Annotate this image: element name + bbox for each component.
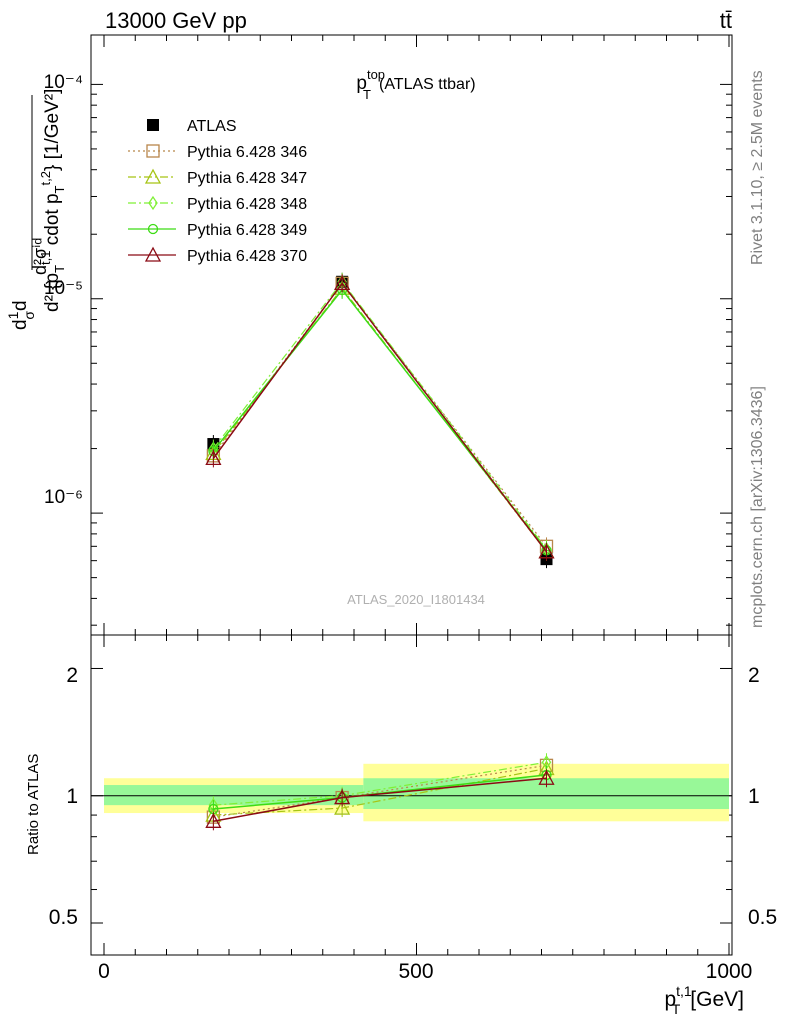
header-right: tt̄ (720, 8, 732, 33)
ratio-pythia-6-428-370-point (538, 769, 555, 785)
main-pythia-6-428-346 (206, 274, 554, 556)
legend-item-pythia-6-428-346: Pythia 6.428 346 (128, 144, 307, 161)
main-pythia-6-428-347-line (212, 287, 547, 553)
legend-item-pythia-6-428-348: Pythia 6.428 348 (128, 195, 307, 213)
main-pythia-6-428-370-point (205, 450, 222, 466)
ratio-pythia-6-428-370 (205, 769, 555, 831)
x-tick-label-0: 0 (98, 960, 110, 983)
axis-ticks (91, 35, 732, 955)
ratio-pythia-6-428-370-point (205, 812, 222, 828)
ratio-pythia-6-428-370-point (334, 789, 351, 805)
ratio-pythia-6-428-347-point (334, 799, 351, 815)
ratio-right-tick-label-1: 1 (748, 785, 760, 808)
legend-label: Pythia 6.428 349 (187, 222, 307, 239)
main-pythia-6-428-346-line (212, 282, 547, 547)
ratio-band-inner (104, 785, 364, 806)
ratio-right-tick-label-2: 2 (748, 664, 760, 687)
legend-marker (147, 223, 159, 235)
header-left: 13000 GeV pp (105, 8, 247, 33)
main-pythia-6-428-370-point (334, 274, 351, 290)
ratio-uncertainty-bands (91, 763, 732, 822)
x-tick-label-500: 500 (398, 960, 433, 983)
legend-marker (147, 119, 159, 131)
legend-label: Pythia 6.428 370 (187, 248, 307, 265)
main-y-tick-label-1e-4: 10⁻⁴ (44, 72, 83, 93)
main-y-axis-label-text: d1σd (5, 300, 37, 330)
ratio-y-tick-label-2: 2 (66, 664, 78, 687)
main-atlas (207, 272, 553, 569)
main-pythia-6-428-370-line (212, 282, 548, 553)
ratio-panel-series (205, 753, 555, 831)
main-y-axis-numerator: d²σⁱᵈ (30, 238, 50, 275)
legend-item-pythia-6-428-370: Pythia 6.428 370 (128, 246, 307, 265)
legend-marker (148, 195, 158, 211)
main-pythia-6-428-348 (208, 272, 552, 559)
main-pythia-6-428-370-point (538, 543, 555, 559)
legend-label: Pythia 6.428 348 (187, 196, 307, 213)
main-pythia-6-428-349-line (212, 288, 548, 551)
legend-marker (144, 246, 162, 262)
main-y-axis-denominator: d² {pTt,1 cdot pTt,2} [1/GeV²] (38, 89, 67, 312)
main-pythia-6-428-349 (208, 280, 552, 560)
main-y-tick-label-1e-5: 10⁻⁵ (44, 278, 83, 299)
mcplots-label: mcplots.cern.ch [arXiv:1306.3436] (749, 386, 766, 628)
ratio-panel-frame (90, 634, 733, 956)
main-y-tick-label-1e-6: 10⁻⁶ (44, 487, 83, 508)
legend: ATLAS Pythia 6.428 346 Pythia 6.428 347 Pyt… (128, 118, 307, 265)
legend-marker (146, 144, 160, 158)
analysis-watermark: ATLAS_2020_I1801434 (347, 592, 485, 607)
rivet-label: Rivet 3.1.10, ≥ 2.5M events (749, 70, 766, 265)
legend-item-atlas: ATLAS (147, 118, 237, 135)
ratio-y-tick-label-1: 1 (66, 785, 78, 808)
x-tick-label-1000: 1000 (706, 960, 753, 983)
legend-label: Pythia 6.428 347 (187, 170, 307, 187)
main-y-axis-label: d1σd d²σⁱᵈ d² {pTt,1 cdot pTt,2} [1/GeV²… (5, 89, 67, 330)
main-pythia-6-428-370 (205, 274, 555, 561)
x-axis-label: pt,1 T [GeV] (664, 983, 744, 1017)
legend-item-pythia-6-428-347: Pythia 6.428 347 (128, 168, 307, 187)
main-pythia-6-428-348-line (212, 280, 547, 550)
ratio-right-tick-label-0-5: 0.5 (748, 906, 777, 929)
main-plot-title: ptop T(ATLAS ttbar) (356, 67, 475, 102)
legend-item-pythia-6-428-349: Pythia 6.428 349 (128, 222, 307, 239)
legend-marker (144, 168, 162, 184)
main-pythia-6-428-347 (205, 279, 555, 561)
ratio-y-tick-label-0-5: 0.5 (49, 906, 78, 929)
ratio-y-axis-label: Ratio to ATLAS (25, 754, 42, 855)
main-panel-series (205, 272, 555, 569)
legend-label: Pythia 6.428 346 (187, 144, 307, 161)
legend-label: ATLAS (187, 118, 237, 135)
